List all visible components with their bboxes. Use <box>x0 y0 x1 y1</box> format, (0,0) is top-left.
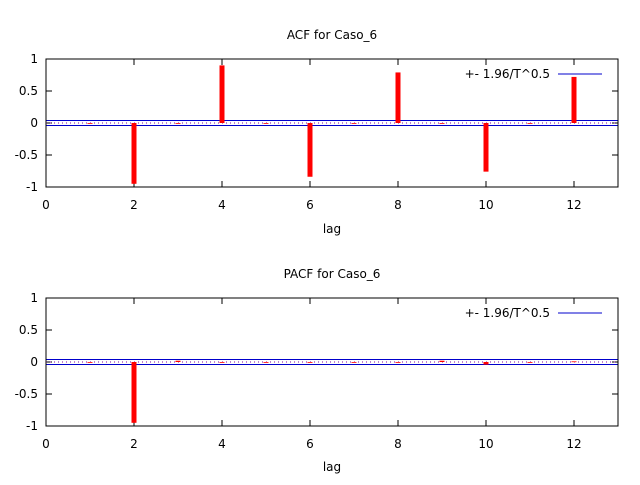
bar-lag-1 <box>87 362 93 363</box>
bar-lag-4 <box>219 362 225 363</box>
bar-lag-11 <box>527 123 533 124</box>
pacf-chart: PACF for Caso_6 1 0.5 0 -0.5 -1 0 2 4 6 8 10 12 lag +-… <box>15 267 619 474</box>
bar-lag-12 <box>571 361 577 363</box>
bar-lag-7 <box>351 123 357 124</box>
bar-lag-2 <box>131 123 137 184</box>
x-tick-label: 0 <box>42 198 50 212</box>
x-tick-label: 6 <box>306 437 314 451</box>
x-tick-label: 12 <box>566 437 581 451</box>
bar-lag-6 <box>307 123 313 177</box>
bar-lag-3 <box>175 123 181 124</box>
x-tick-label: 4 <box>218 198 226 212</box>
x-tick-label: 8 <box>394 437 402 451</box>
bar-lag-5 <box>263 362 269 363</box>
y-tick-label: 0 <box>30 116 38 130</box>
y-tick-label: 1 <box>30 291 38 305</box>
x-tick-label: 6 <box>306 198 314 212</box>
bar-lag-7 <box>351 362 357 363</box>
legend-label: +- 1.96/T^0.5 <box>465 67 550 81</box>
x-tick-label: 10 <box>478 437 493 451</box>
y-tick-label: -0.5 <box>15 387 38 401</box>
y-tick-label: 0 <box>30 355 38 369</box>
x-tick-label: 2 <box>130 198 138 212</box>
legend-label: +- 1.96/T^0.5 <box>465 306 550 320</box>
plot-border <box>45 58 619 188</box>
bar-lag-1 <box>87 123 93 124</box>
bar-lag-9 <box>439 123 445 124</box>
bar-lag-8 <box>395 362 401 363</box>
bar-lag-5 <box>263 123 269 124</box>
plot-border <box>45 297 619 427</box>
y-tick-label: -0.5 <box>15 148 38 162</box>
bar-lag-11 <box>527 362 533 363</box>
acf-chart: ACF for Caso_6 1 0.5 0 -0.5 -1 0 2 4 6 8 10 12 lag +- … <box>15 28 619 236</box>
chart-title: PACF for Caso_6 <box>284 267 381 281</box>
x-tick-label: 2 <box>130 437 138 451</box>
x-tick-label: 8 <box>394 198 402 212</box>
x-axis-label: lag <box>323 222 341 236</box>
bar-lag-10 <box>483 123 489 172</box>
chart-title: ACF for Caso_6 <box>287 28 377 42</box>
bar-lag-10 <box>483 362 489 365</box>
y-tick-label: 0.5 <box>19 84 38 98</box>
x-axis-label: lag <box>323 460 341 474</box>
bar-lag-4 <box>219 65 225 123</box>
bar-lag-9 <box>439 360 445 362</box>
bar-lag-2 <box>131 362 137 423</box>
bar-lag-6 <box>307 362 313 363</box>
x-tick-label: 12 <box>566 198 581 212</box>
y-tick-label: 0.5 <box>19 323 38 337</box>
bar-lag-3 <box>175 360 181 362</box>
x-tick-label: 0 <box>42 437 50 451</box>
bar-lag-12 <box>571 76 577 123</box>
y-tick-label: 1 <box>30 52 38 66</box>
y-tick-label: -1 <box>26 180 38 194</box>
bar-lag-8 <box>395 72 401 123</box>
x-tick-label: 4 <box>218 437 226 451</box>
x-tick-label: 10 <box>478 198 493 212</box>
y-tick-label: -1 <box>26 419 38 433</box>
